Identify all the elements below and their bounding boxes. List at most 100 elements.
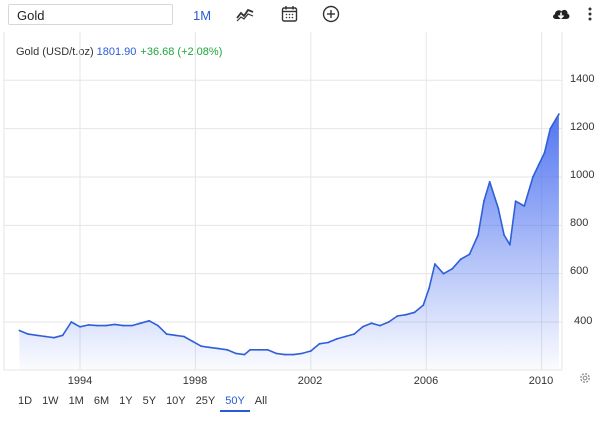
price-point: [258, 348, 260, 351]
price-point: [422, 304, 425, 306]
y-tick-label: 400: [574, 315, 593, 327]
legend-change: +36.68 (+2.08%): [140, 46, 223, 58]
price-points: [18, 113, 560, 356]
price-point: [488, 180, 491, 183]
range-25y[interactable]: 25Y: [195, 395, 216, 407]
price-point: [275, 352, 278, 355]
range-1m[interactable]: 1M: [68, 395, 84, 407]
price-point: [558, 113, 560, 115]
legend-instrument-name: Gold (USD/t.oz): [16, 46, 94, 58]
price-point: [148, 319, 151, 322]
range-selector: 1D 1W 1M 6M 1Y 5Y 10Y 25Y 50Y All: [13, 391, 272, 413]
price-point: [226, 348, 229, 351]
price-point: [234, 352, 237, 355]
range-10y[interactable]: 10Y: [166, 395, 186, 407]
price-point: [35, 334, 38, 337]
price-point: [396, 315, 399, 317]
price-point: [468, 253, 471, 256]
legend-price: 1801.90: [96, 46, 137, 58]
price-point: [503, 234, 505, 236]
price-point: [191, 340, 194, 343]
price-point: [122, 324, 125, 327]
price-point: [451, 267, 454, 270]
price-line[interactable]: [19, 113, 560, 356]
download-cloud-icon[interactable]: [551, 5, 571, 25]
y-tick-label: 1400: [570, 73, 595, 85]
price-point: [266, 348, 269, 351]
price-point: [283, 353, 286, 356]
price-point: [217, 347, 220, 350]
price-point: [405, 313, 407, 316]
price-point: [44, 335, 47, 338]
price-point: [87, 324, 90, 326]
price-point: [131, 324, 133, 327]
price-point: [344, 335, 347, 338]
price-point: [514, 200, 517, 203]
x-tick-label: 2010: [528, 375, 554, 387]
x-tick-label: 1994: [67, 375, 93, 387]
period-selector[interactable]: 1M: [193, 8, 212, 23]
chart-type-icon[interactable]: [236, 5, 254, 25]
price-point: [53, 336, 55, 339]
price-point: [523, 205, 526, 207]
range-5y[interactable]: 5Y: [142, 395, 157, 407]
price-point: [555, 118, 557, 120]
price-point: [208, 346, 211, 349]
price-point: [428, 287, 430, 290]
y-tick-label: 1000: [570, 169, 595, 181]
price-point: [105, 324, 107, 327]
price-point: [413, 311, 416, 314]
price-point: [183, 335, 185, 338]
price-point: [174, 334, 177, 337]
chart-toolbar: Gold 1M: [0, 0, 602, 30]
range-all[interactable]: All: [254, 395, 268, 407]
price-point: [165, 333, 168, 335]
price-point: [335, 338, 338, 340]
price-point: [549, 127, 552, 130]
y-tick-label: 600: [570, 265, 589, 277]
x-tick-label: 1998: [182, 375, 208, 387]
chart-legend: Gold (USD/t.oz) 1801.90 +36.68 (+2.08%): [16, 46, 222, 58]
price-point: [301, 352, 303, 355]
price-point: [96, 324, 99, 327]
price-point: [18, 329, 21, 332]
price-point: [27, 333, 29, 335]
price-point: [79, 325, 81, 328]
price-point: [139, 322, 142, 325]
more-vertical-icon[interactable]: [587, 5, 593, 25]
price-point: [532, 176, 534, 178]
y-tick-label: 1200: [570, 121, 595, 133]
price-point: [200, 345, 203, 348]
price-point: [309, 350, 312, 352]
price-area-fill: [19, 114, 559, 370]
price-point: [361, 325, 364, 328]
symbol-search-input[interactable]: Gold: [8, 4, 173, 25]
price-point: [327, 341, 329, 344]
price-point: [61, 334, 64, 337]
price-point: [434, 263, 436, 265]
chart-settings-icon[interactable]: [578, 371, 592, 390]
price-point: [459, 258, 462, 261]
add-compare-icon[interactable]: [322, 5, 340, 25]
price-point: [509, 243, 511, 246]
price-point: [387, 321, 390, 323]
calendar-icon[interactable]: [281, 5, 298, 25]
price-point: [113, 323, 116, 326]
price-point: [483, 200, 485, 203]
price-point: [243, 353, 246, 356]
x-tick-label: 2002: [297, 375, 323, 387]
range-1d[interactable]: 1D: [18, 395, 33, 407]
range-1y[interactable]: 1Y: [119, 395, 133, 407]
price-point: [249, 348, 252, 351]
price-point: [70, 321, 73, 323]
x-tick-label: 2006: [413, 375, 439, 387]
price-point: [353, 333, 355, 335]
price-point: [318, 342, 321, 345]
range-1w[interactable]: 1W: [42, 395, 59, 407]
range-6m[interactable]: 6M: [93, 395, 110, 407]
y-tick-label: 800: [570, 217, 589, 229]
range-50y[interactable]: 50Y: [220, 391, 250, 412]
price-point: [379, 324, 381, 327]
price-point: [157, 324, 159, 327]
